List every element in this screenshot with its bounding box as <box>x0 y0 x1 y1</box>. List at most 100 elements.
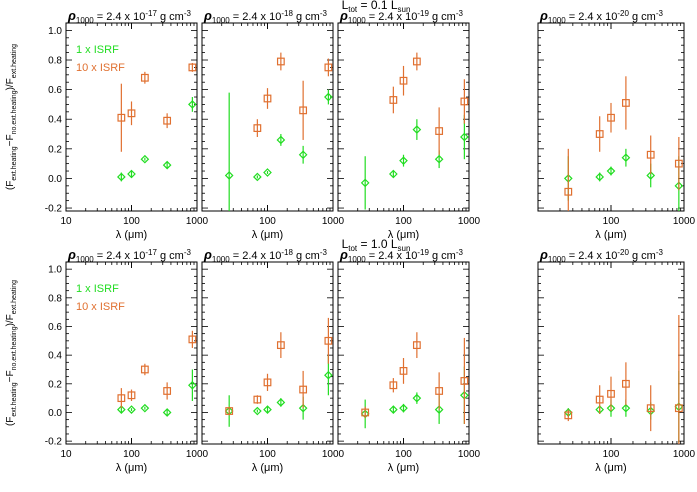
data-point-diamond <box>412 393 422 403</box>
legend-entry: 1 x ISRF <box>76 283 119 295</box>
data-point-diamond <box>434 405 444 414</box>
panel-r0-c3: ρ1000 = 2.4 x 10-20 g cm-3 100 1000 λ (μm) <box>537 8 696 241</box>
data-point-square <box>276 341 285 350</box>
x-tick-label: 100 <box>259 449 276 460</box>
y-tick-label: 0.4 <box>48 351 62 362</box>
data-layer <box>360 52 469 210</box>
panel-r1-c0: ρ1000 = 2.4 x 10-17 g cm-3 -0.2 0.0 0.2 0.4 0… <box>45 247 209 474</box>
data-point-diamond <box>606 403 616 413</box>
density-label: ρ1000 = 2.4 x 10-17 g cm-3 <box>67 247 191 264</box>
data-point-square <box>646 404 655 413</box>
data-point-diamond <box>276 398 286 407</box>
data-point-square <box>324 336 333 345</box>
data-point-square <box>263 94 272 103</box>
data-point-square <box>225 407 234 415</box>
data-point-square <box>460 97 469 106</box>
data-point-square <box>163 116 172 125</box>
data-layer <box>224 317 333 427</box>
x-axis-label: λ (μm) <box>116 229 147 241</box>
data-point-diamond <box>162 160 172 170</box>
x-tick-label: 1000 <box>322 216 345 227</box>
x-tick-label: 1000 <box>673 216 696 227</box>
data-point-square <box>674 404 683 413</box>
y-tick-label: 0.8 <box>48 56 62 67</box>
data-point-square <box>646 150 655 159</box>
y-tick-label: 0.8 <box>48 293 62 304</box>
panel-r0-c1: ρ1000 = 2.4 x 10-18 g cm-3 100 1000 λ (μm) <box>201 8 345 241</box>
data-point-square <box>435 127 444 135</box>
x-axis-label: λ (μm) <box>595 229 626 241</box>
data-layer <box>224 52 333 211</box>
y-axis-label: (Fext.heating−Fno.ext.heating)/Fext.heat… <box>5 280 18 426</box>
data-point-square <box>117 113 126 122</box>
data-point-diamond <box>324 370 333 380</box>
data-point-diamond <box>253 406 262 416</box>
data-point-diamond <box>253 172 262 182</box>
panel-r0-c0: ρ1000 = 2.4 x 10-17 g cm-3 -0.2 0.0 0.2 0.4 0… <box>45 8 209 241</box>
x-tick-label: 1000 <box>322 449 345 460</box>
data-layer <box>117 330 197 417</box>
panel-r1-c1: ρ1000 = 2.4 x 10-18 g cm-3 100 1000 λ (μm) <box>201 247 345 474</box>
data-point-square <box>263 378 272 387</box>
data-point-square <box>140 365 149 374</box>
legend-entry: 10 x ISRF <box>76 301 125 313</box>
data-point-square <box>412 57 421 66</box>
data-point-square <box>299 385 308 394</box>
panel-r0-c2: ρ1000 = 2.4 x 10-19 g cm-3 100 1000 λ (μm) <box>337 8 481 241</box>
data-point-diamond <box>162 408 172 417</box>
data-point-square <box>412 341 421 350</box>
x-tick-label: 100 <box>123 449 140 460</box>
y-tick-label: 0.6 <box>48 85 62 96</box>
data-layer <box>563 76 684 211</box>
data-point-square <box>674 159 683 168</box>
plot-frame <box>201 261 334 445</box>
data-point-diamond <box>412 125 422 134</box>
data-point-diamond <box>460 132 469 142</box>
data-point-square <box>276 57 285 66</box>
data-point-square <box>389 381 398 390</box>
y-tick-label: -0.2 <box>45 437 63 448</box>
x-axis-label: λ (μm) <box>252 229 283 241</box>
y-tick-label: 0.0 <box>48 174 62 185</box>
data-point-square <box>361 408 370 417</box>
data-point-square <box>622 99 630 107</box>
data-point-square <box>607 389 615 398</box>
row-title: Ltot = 0.1 Lsun <box>342 0 411 14</box>
x-tick-label: 10 <box>60 449 72 460</box>
data-point-square <box>460 377 469 385</box>
x-tick-label: 1000 <box>186 449 209 460</box>
data-point-square <box>564 187 573 196</box>
x-axis-label: λ (μm) <box>116 462 147 474</box>
density-label: ρ1000 = 2.4 x 10-19 g cm-3 <box>339 8 463 25</box>
data-point-square <box>622 379 630 388</box>
y-tick-label: 0.2 <box>48 144 62 155</box>
data-point-square <box>253 395 262 404</box>
x-tick-label: 1000 <box>673 449 696 460</box>
x-axis-label: λ (μm) <box>388 229 419 241</box>
x-tick-label: 1000 <box>458 449 481 460</box>
y-tick-label: -0.2 <box>45 204 63 215</box>
y-tick-label: 0.2 <box>48 379 62 390</box>
data-point-diamond <box>621 403 631 413</box>
y-tick-label: 0.6 <box>48 322 62 333</box>
data-point-square <box>564 411 573 420</box>
data-point-square <box>188 335 197 344</box>
density-label: ρ1000 = 2.4 x 10-20 g cm-3 <box>539 247 663 264</box>
data-point-square <box>188 63 197 72</box>
data-point-square <box>399 76 408 85</box>
data-point-diamond <box>188 380 197 390</box>
x-axis-label: λ (μm) <box>595 462 626 474</box>
data-point-square <box>127 109 136 118</box>
plot-frame <box>337 261 470 445</box>
data-point-diamond <box>399 156 408 166</box>
y-tick-label: 1.0 <box>48 26 62 37</box>
x-tick-label: 100 <box>123 216 140 227</box>
panel-r1-c2: ρ1000 = 2.4 x 10-19 g cm-3 100 1000 λ (μm) <box>337 247 481 474</box>
plot-frame <box>201 22 334 212</box>
data-point-square <box>399 367 408 375</box>
data-point-square <box>299 106 308 115</box>
data-point-diamond <box>263 405 272 414</box>
data-point-diamond <box>188 100 197 109</box>
y-tick-label: 1.0 <box>48 265 62 276</box>
